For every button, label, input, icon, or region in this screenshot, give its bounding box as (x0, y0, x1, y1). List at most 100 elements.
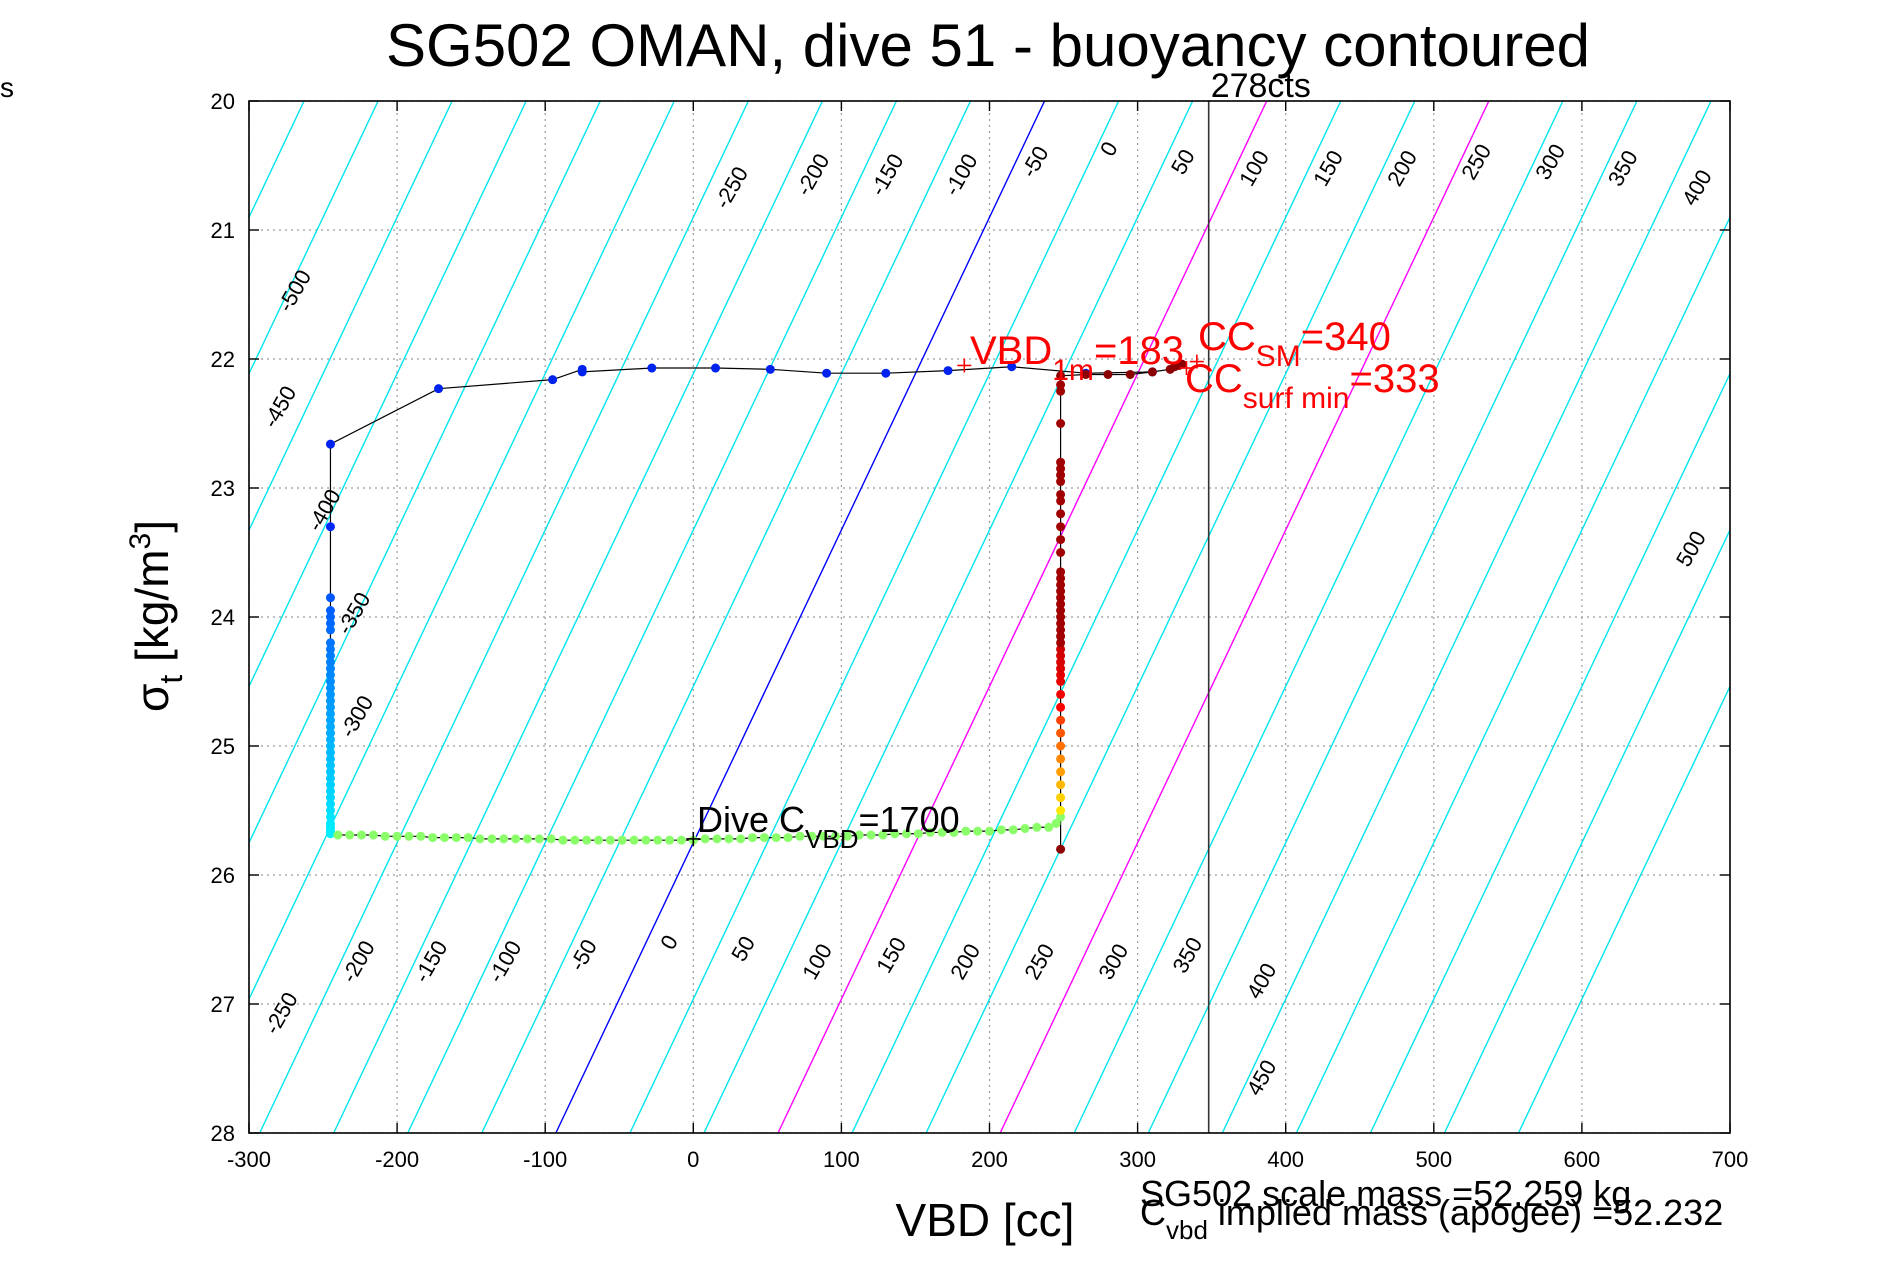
x-tick-label: -300 (227, 1147, 271, 1172)
data-point-climb-ascent (1056, 844, 1066, 854)
data-point-bottom-pump (1051, 818, 1061, 828)
data-point-dive-descent (325, 812, 335, 822)
contour-label: 150 (1308, 146, 1348, 190)
data-point-climb-ascent (1056, 580, 1066, 590)
glider-track-line (329, 363, 1183, 841)
data-point-climb-ascent (1056, 625, 1066, 635)
y-tick-label: 25 (211, 734, 235, 759)
data-point-dive-descent (325, 760, 335, 770)
data-point-dive-descent (325, 677, 335, 686)
y-tick-label: 20 (211, 89, 235, 114)
data-point-dive-descent (325, 644, 335, 654)
x-tick-label: 400 (1267, 1147, 1304, 1172)
data-point-dive-surface (647, 363, 657, 373)
x-tick-label: 500 (1415, 1147, 1452, 1172)
contour-label: 50 (1166, 145, 1200, 179)
data-point-bottom-pump (902, 829, 912, 839)
data-point-bottom-pump (854, 830, 864, 840)
x-tick-label: -200 (375, 1147, 419, 1172)
data-point-bottom-pump (605, 835, 615, 845)
annotation-cc-sm: CCSM=340 (1198, 315, 1391, 373)
contour-line--300 (249, 101, 601, 845)
data-point-bottom-pump (949, 827, 959, 837)
contour-label: 200 (945, 939, 985, 983)
data-point-dive-descent (325, 696, 335, 706)
data-point-dive-descent (325, 806, 335, 815)
x-tick-label: 100 (823, 1147, 860, 1172)
x-tick-label: 0 (687, 1147, 699, 1172)
data-point-climb-ascent (1056, 780, 1066, 790)
data-point-bottom-pump (404, 831, 414, 841)
data-point-bottom-pump (771, 833, 781, 843)
data-point-bottom-pump (345, 830, 355, 840)
contour-label: 450 (1241, 1056, 1281, 1100)
data-point-dive-descent (325, 735, 335, 745)
y-tick-label: 21 (211, 218, 235, 243)
data-point-bottom-pump (676, 835, 686, 845)
data-point-dive-descent (325, 612, 335, 622)
data-point-bottom-pump (830, 831, 840, 841)
data-point-dive-descent (325, 709, 335, 719)
data-point-bottom-pump (665, 835, 675, 845)
contour-label: 250 (1456, 140, 1496, 184)
data-point-climb-ascent (1056, 386, 1066, 396)
data-point-bottom-pump (996, 825, 1006, 835)
y-tick-label: 23 (211, 476, 235, 501)
data-point-bottom-pump (985, 826, 994, 836)
contour-label: -150 (409, 936, 453, 987)
data-point-bottom-pump (475, 834, 485, 844)
contour-label: -100 (483, 936, 527, 987)
data-point-dive-descent (325, 651, 335, 661)
data-point-bottom-pump (819, 831, 829, 841)
data-point-bottom-pump (748, 833, 758, 843)
data-point-climb-ascent (1056, 728, 1066, 738)
data-point-climb-ascent (1056, 470, 1066, 480)
data-point-bottom-pump (499, 834, 509, 844)
data-point-climb-ascent (1056, 741, 1066, 751)
data-point-climb-ascent (1056, 380, 1066, 390)
data-point-dive-descent (325, 829, 335, 839)
data-point-dive-descent (325, 593, 335, 603)
y-tick-label: 27 (211, 992, 235, 1017)
data-point-bottom-pump (795, 831, 805, 841)
data-layer (325, 359, 1187, 854)
contour-line-650 (1517, 684, 1730, 1133)
data-point-climb-ascent (1056, 464, 1066, 474)
data-point-climb-ascent (1056, 702, 1066, 712)
contour-line--400 (249, 101, 453, 532)
data-point-bottom-pump (878, 830, 888, 840)
contour-line-150 (777, 101, 1268, 1133)
data-point-bottom-pump (866, 830, 876, 840)
data-point-dive-surface (765, 364, 775, 374)
contour-label: -50 (564, 935, 602, 975)
data-point-bottom-pump (439, 833, 449, 843)
contour-label: -100 (939, 149, 983, 200)
data-point-dive-surface (711, 363, 721, 373)
data-point-climb-surface (1056, 371, 1066, 381)
data-point-dive-surface (1007, 362, 1017, 372)
data-point-dive-surface (434, 384, 444, 394)
annotation-vbd-1m: VBD1m=183 (970, 329, 1184, 387)
data-point-dive-descent (325, 754, 335, 764)
implied-mass-sub: vbd (1166, 1215, 1208, 1245)
data-point-dive-surface (548, 375, 558, 385)
contour-label: 50 (726, 932, 760, 966)
data-point-bottom-pump (357, 830, 367, 840)
data-point-dive-descent (325, 683, 335, 693)
data-point-bottom-pump (333, 830, 343, 840)
data-point-bottom-pump (961, 826, 971, 836)
x-axis-label: VBD [cc] (896, 1194, 1075, 1246)
contour-label: 400 (1677, 165, 1717, 209)
contour-label: -350 (332, 588, 376, 639)
data-point-climb-ascent (1056, 767, 1066, 777)
data-point-climb-ascent (1056, 631, 1066, 641)
data-point-dive-descent (325, 638, 335, 648)
data-point-climb-ascent (1056, 567, 1066, 577)
data-point-bottom-pump (842, 831, 852, 841)
data-point-bottom-pump (451, 833, 461, 843)
data-point-bottom-pump (736, 834, 746, 844)
x-tick-label: 300 (1119, 1147, 1156, 1172)
axes-frame (248, 100, 1731, 1134)
contour-label: 350 (1603, 146, 1643, 190)
contour-label: 100 (797, 939, 837, 983)
